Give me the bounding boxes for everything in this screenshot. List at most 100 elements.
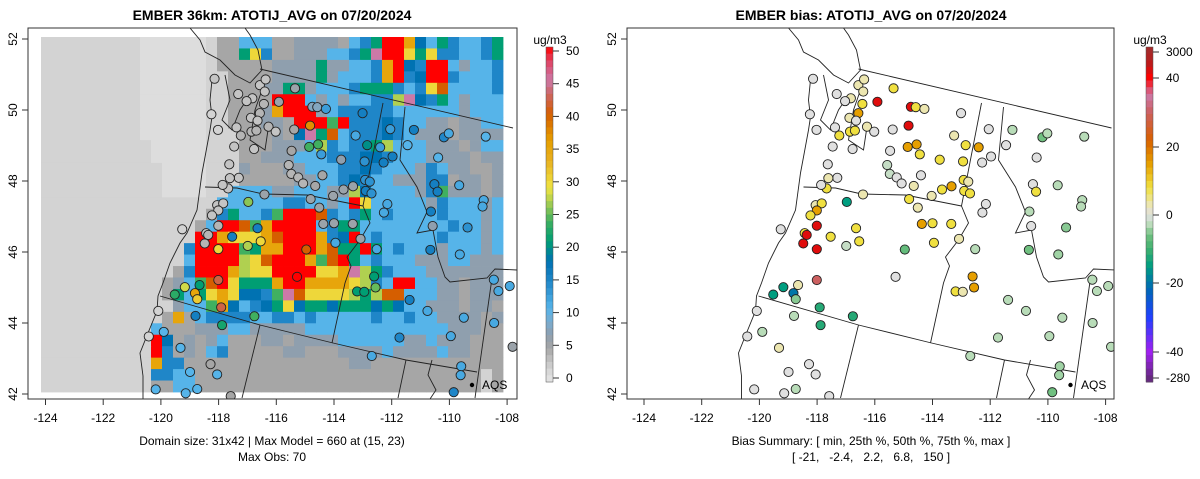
station-marker [179, 282, 190, 293]
station-bias-marker [775, 224, 786, 235]
model-grid-cell [74, 162, 86, 175]
station-marker [194, 279, 205, 291]
model-grid-cell [140, 140, 152, 152]
colorbar-segment [546, 288, 553, 296]
station-bias-marker [822, 159, 833, 170]
colorbar-segment [1146, 248, 1153, 256]
model-grid-cell [140, 288, 152, 301]
station-marker [203, 229, 214, 241]
model-grid-cell [217, 59, 229, 72]
colorbar-segment [1146, 227, 1153, 236]
model-grid-cell [129, 151, 141, 164]
model-grid-cell [448, 174, 460, 187]
station-marker [235, 130, 246, 141]
boundary-line [159, 295, 478, 373]
boundary-line [840, 324, 859, 399]
model-grid-cell [41, 380, 53, 393]
station-bias-marker [832, 172, 843, 183]
model-grid-cell [74, 311, 86, 324]
model-grid-cell [349, 266, 361, 278]
model-grid-cell [52, 300, 64, 313]
station-bias-marker [968, 282, 980, 293]
model-grid-cell [426, 71, 438, 84]
model-grid-cell [470, 105, 482, 118]
model-grid-cell [74, 266, 86, 278]
model-grid-cell [129, 208, 141, 221]
model-grid-cell [52, 231, 64, 244]
model-grid-cell [283, 140, 295, 152]
model-grid-cell [151, 243, 163, 255]
model-grid-cell [85, 151, 97, 164]
model-grid-cell [184, 243, 196, 255]
colorbar-segment [1146, 254, 1153, 262]
model-grid-cell [426, 323, 438, 336]
station-bias-marker [1087, 317, 1098, 329]
model-grid-cell [393, 94, 405, 107]
model-grid-cell [316, 59, 328, 72]
model-grid-cell [118, 266, 130, 278]
model-grid-cell [382, 82, 394, 95]
model-grid-cell [96, 174, 108, 187]
x-tick-label: -114 [322, 411, 345, 425]
model-grid-cell [470, 334, 482, 347]
model-grid-cell [448, 37, 460, 49]
colorbar-segment [546, 73, 553, 81]
model-grid-cell [338, 208, 350, 221]
model-grid-cell [74, 254, 86, 267]
model-grid-cell [63, 380, 75, 393]
model-grid-cell [492, 37, 504, 49]
colorbar-tick-label: -40 [1166, 345, 1184, 359]
model-grid-cell [151, 254, 163, 267]
model-grid-cell [74, 48, 86, 61]
y-tick-label: 44 [605, 316, 619, 330]
model-grid-cell [195, 266, 207, 278]
station-bias-marker [858, 86, 869, 97]
colorbar-segment [546, 335, 553, 343]
station-bias-marker [882, 159, 893, 171]
model-grid-cell [492, 277, 504, 290]
model-grid-cell [349, 151, 361, 164]
model-grid-cell [382, 174, 394, 187]
boundary-line [474, 277, 493, 399]
model-grid-cell [338, 323, 350, 336]
model-grid-cell [107, 243, 119, 255]
station-marker [192, 383, 203, 395]
model-grid-cell [129, 117, 141, 130]
model-grid-cell [338, 94, 350, 107]
colorbar-segment [1146, 160, 1153, 169]
x-tick-label: -108 [495, 411, 519, 425]
model-grid-cell [294, 266, 306, 278]
model-grid-cell [338, 140, 350, 152]
model-grid-cell [305, 311, 317, 324]
model-grid-cell [74, 277, 86, 290]
model-grid-cell [294, 357, 306, 370]
model-grid-cell [140, 334, 152, 347]
model-grid-cell [74, 346, 86, 359]
model-grid-cell [272, 300, 284, 313]
station-marker [347, 218, 358, 230]
model-grid-cell [52, 128, 64, 141]
station-bias-marker [869, 126, 880, 137]
model-grid-cell [52, 380, 64, 393]
station-marker [233, 172, 244, 183]
model-grid-cell [448, 231, 460, 244]
model-grid-cell [404, 357, 416, 370]
model-grid-cell [338, 334, 350, 347]
model-grid-cell [184, 254, 196, 267]
model-grid-cell [52, 288, 64, 301]
model-grid-cell [437, 220, 449, 233]
model-grid-cell [448, 197, 460, 210]
colorbar-segment [1146, 321, 1153, 329]
station-marker [218, 198, 229, 209]
model-grid-cell [96, 82, 108, 95]
model-grid-cell [327, 162, 339, 175]
model-grid-cell [448, 254, 460, 267]
model-grid-cell [393, 323, 405, 336]
station-marker [242, 240, 253, 252]
model-grid-cell [437, 197, 449, 210]
model-grid-cell [481, 266, 493, 278]
model-grid-cell [41, 300, 53, 313]
model-grid-cell [85, 117, 97, 130]
model-grid-cell [371, 185, 383, 198]
model-grid-cell [206, 162, 218, 175]
